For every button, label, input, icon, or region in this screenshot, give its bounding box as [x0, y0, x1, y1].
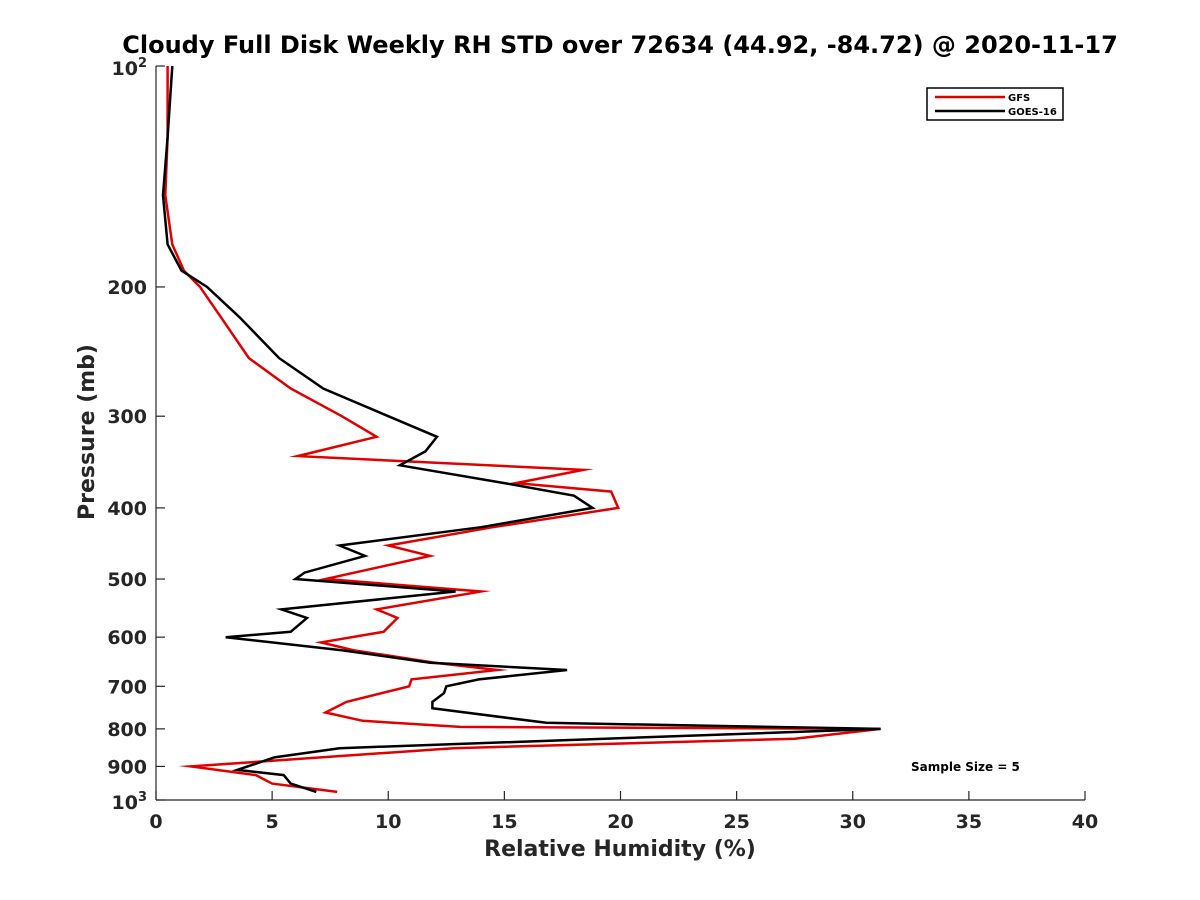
- y-tick-label: 400: [107, 498, 147, 520]
- x-tick-label: 20: [607, 811, 633, 833]
- x-tick-label: 5: [266, 811, 279, 833]
- y-tick-label-exponent: 2: [138, 56, 147, 71]
- x-tick-label: 40: [1072, 811, 1098, 833]
- y-tick-label: 900: [107, 756, 147, 778]
- x-tick-label: 35: [956, 811, 982, 833]
- x-tick-label: 25: [723, 811, 749, 833]
- y-tick-label-base: 10: [112, 792, 138, 814]
- x-axis-label: Relative Humidity (%): [484, 837, 756, 862]
- series-line-goes-16: [161, 65, 881, 794]
- y-axis-label: Pressure (mb): [75, 344, 100, 520]
- legend-label: GOES-16: [1008, 107, 1057, 118]
- x-tick-label: 10: [375, 811, 401, 833]
- x-axis-ticks: 0 5 10 15 20 25 30 35 40: [149, 791, 1098, 833]
- x-tick-label: 15: [491, 811, 517, 833]
- y-tick-label: 800: [107, 719, 147, 741]
- series-line-gfs: [164, 66, 881, 794]
- axes-background: [156, 66, 1085, 800]
- y-tick-label: 102: [112, 56, 148, 80]
- legend-box: [926, 87, 1064, 121]
- legend: GFS GOES-16: [926, 87, 1064, 121]
- y-tick-label: 200: [107, 277, 147, 299]
- y-tick-label: 700: [107, 676, 147, 698]
- sample-size-annotation: Sample Size = 5: [911, 760, 1020, 774]
- y-tick-label: 600: [107, 627, 147, 649]
- y-tick-label: 103: [112, 790, 148, 814]
- y-tick-label: 500: [107, 569, 147, 591]
- x-tick-label: 30: [840, 811, 866, 833]
- chart-title: Cloudy Full Disk Weekly RH STD over 7263…: [122, 31, 1118, 59]
- plot-area: [155, 65, 1085, 801]
- legend-label: GFS: [1008, 93, 1030, 104]
- x-tick-label: 0: [149, 811, 162, 833]
- y-tick-label: 300: [107, 406, 147, 428]
- y-tick-label-exponent: 3: [138, 790, 147, 805]
- y-tick-label-base: 10: [112, 58, 138, 80]
